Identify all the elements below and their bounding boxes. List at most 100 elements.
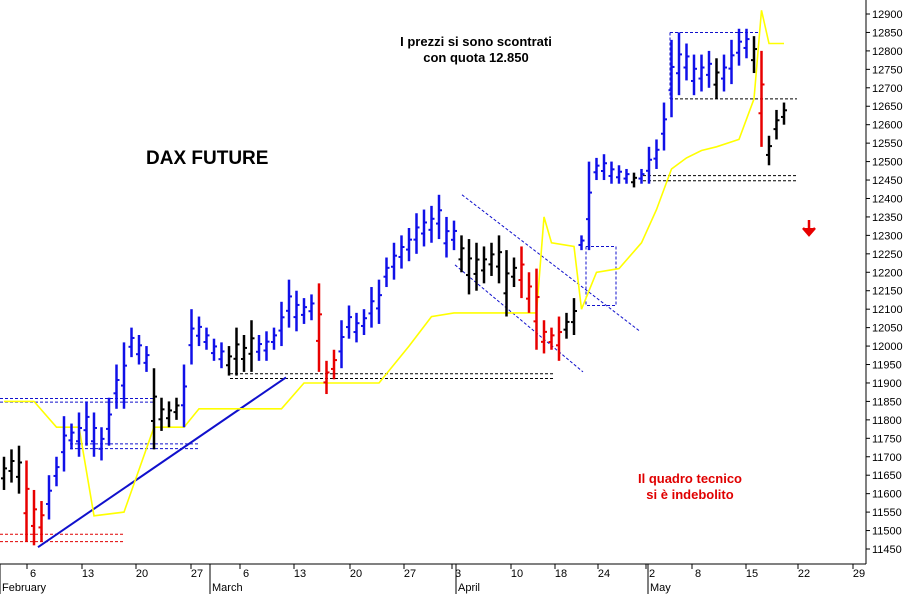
y-tick-label: 12750 [872, 64, 903, 76]
y-tick-label: 11700 [872, 452, 902, 464]
ohlc-bar [766, 135, 772, 166]
ohlc-bar [398, 235, 405, 269]
ohlc-bar [196, 316, 202, 347]
ohlc-bar [143, 346, 150, 372]
x-tick-label: 10 [511, 568, 523, 580]
guide-lines [0, 31, 797, 548]
y-tick-label: 11550 [872, 507, 902, 519]
ohlc-bar [316, 283, 322, 372]
ohlc-bar [173, 397, 180, 420]
x-tick-label: 8 [695, 568, 701, 580]
ohlc-bar [248, 320, 255, 372]
y-tick-label: 11600 [872, 489, 902, 501]
ohlc-bar [721, 54, 727, 92]
y-tick-label: 12050 [872, 323, 903, 335]
ohlc-bar [181, 364, 187, 428]
ohlc-bar [338, 320, 345, 369]
ohlc-bar [743, 28, 750, 59]
ohlc-bar [113, 364, 120, 409]
ohlc-bar [473, 242, 480, 291]
annotation-top-line1: I prezzi si sono scontrati [400, 34, 552, 49]
ohlc-bar [586, 161, 592, 251]
ohlc-bar [38, 501, 45, 542]
ohlc-bar [556, 316, 562, 361]
y-tick-label: 12800 [872, 46, 903, 58]
ohlc-bar [781, 102, 787, 125]
down-arrow-icon [802, 220, 816, 237]
chart-title: DAX FUTURE [146, 148, 268, 169]
annotation-bottom-line1: Il quadro tecnico [638, 471, 742, 486]
ohlc-bar [106, 397, 112, 446]
y-tick-label: 12450 [872, 175, 903, 187]
ohlc-bar [361, 309, 367, 335]
ohlc-bar [158, 397, 165, 431]
y-tick-label: 12500 [872, 157, 903, 169]
y-tick-label: 12700 [872, 83, 903, 95]
ohlc-bar [8, 449, 15, 483]
ohlc-bar [683, 43, 690, 81]
ohlc-bar [413, 213, 420, 254]
ohlc-bar [751, 36, 757, 74]
x-tick-label: 20 [136, 568, 148, 580]
ohlc-bar [136, 335, 142, 365]
channel-line [461, 194, 641, 332]
ohlc-bar [98, 427, 105, 461]
y-tick-label: 11450 [872, 544, 902, 556]
ohlc-bar [488, 242, 495, 276]
x-tick-label: 29 [853, 568, 865, 580]
ohlc-bar [466, 239, 472, 295]
ohlc-bar [728, 39, 735, 85]
ohlc-bar [421, 209, 427, 247]
ohlc-bar [676, 32, 682, 96]
ohlc-bar [286, 279, 292, 328]
month-label: May [650, 582, 671, 594]
ohlc-bar [331, 349, 337, 380]
y-tick-labels: 11450 11500 11550 11600 11650 11700 11750 11800… [872, 9, 903, 556]
ohlc-bar [511, 257, 517, 288]
ohlc-bar [323, 360, 330, 395]
ohlc-bar [53, 456, 60, 487]
ohlc-bar [608, 161, 615, 184]
y-tick-label: 11850 [872, 396, 902, 408]
x-tick-label: 27 [404, 568, 416, 580]
y-tick-label: 12350 [872, 212, 903, 224]
ohlc-bar [451, 220, 457, 251]
x-tick-label: 27 [191, 568, 203, 580]
ohlc-bar [443, 216, 450, 258]
x-tick-label: 2 [649, 568, 655, 580]
ohlc-bar [23, 460, 30, 542]
month-label: April [458, 582, 480, 594]
ohlc-bar [706, 50, 712, 88]
y-tick-label: 12300 [872, 230, 903, 242]
ohlc-bar [563, 312, 570, 339]
ohlc-bar [128, 327, 135, 358]
ohlc-bar [436, 194, 442, 240]
ohlc-bar [211, 338, 217, 361]
ohlc-bar [383, 257, 390, 288]
ohlc-bar [301, 298, 307, 324]
ohlc-bar [661, 102, 667, 151]
x-tick-label: 6 [30, 568, 36, 580]
y-tick-label: 11500 [872, 526, 902, 538]
x-tick-label: 6 [243, 568, 249, 580]
ohlc-bar [151, 368, 157, 450]
ohlc-bar [518, 246, 525, 299]
yellow-line [4, 10, 784, 517]
ohlc-bar [46, 475, 52, 520]
y-tick-label: 11650 [872, 470, 902, 482]
month-label: February [2, 582, 47, 594]
ohlc-bar [308, 294, 315, 321]
ohlc-bar [758, 50, 765, 147]
y-tick-label: 12550 [872, 138, 903, 150]
annotation-bottom-line2: si è indebolito [646, 487, 733, 502]
annotation-top-line2: con quota 12.850 [423, 50, 528, 65]
ohlc-bar [226, 346, 232, 376]
ohlc-bar [91, 412, 97, 457]
y-tick-label: 12900 [872, 9, 903, 21]
ohlc-bar [376, 279, 382, 324]
ohlc-bar [616, 165, 622, 184]
price-bars [1, 28, 787, 546]
y-tick-label: 11800 [872, 415, 902, 427]
ohlc-bar [218, 342, 225, 369]
